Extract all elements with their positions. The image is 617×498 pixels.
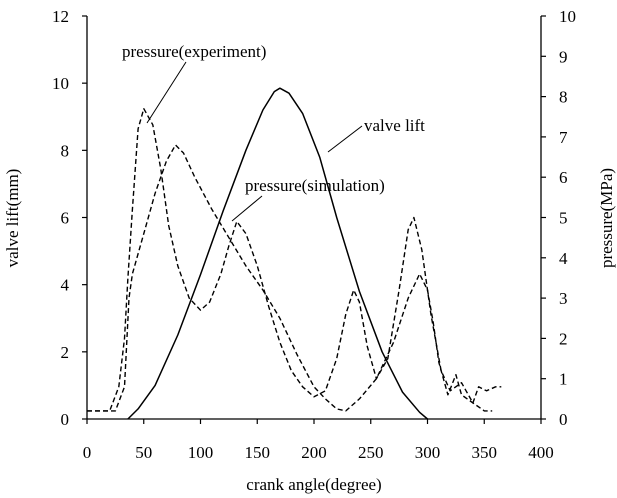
right-y-tick-label: 7 bbox=[559, 128, 568, 147]
right-y-tick-label: 10 bbox=[559, 7, 576, 26]
left-y-tick-label: 8 bbox=[61, 141, 70, 160]
annotation-pressure-experiment: pressure(experiment) bbox=[122, 42, 266, 61]
leader-pressure-experiment bbox=[146, 61, 187, 124]
right-y-tick-label: 6 bbox=[559, 168, 568, 187]
leader-valve-lift bbox=[327, 125, 363, 153]
left-y-axis-label: valve lift(mm) bbox=[3, 169, 22, 268]
left-y-tick-label: 0 bbox=[61, 410, 70, 429]
series-line-valve-lift bbox=[127, 87, 428, 420]
left-y-tick-label: 10 bbox=[52, 74, 69, 93]
right-y-tick-label: 4 bbox=[559, 249, 568, 268]
left-y-tick-label: 2 bbox=[61, 343, 70, 362]
ticks-layer: 0 50 100 150 200 250 300 350 4000246810120123456… bbox=[52, 7, 576, 462]
x-tick-label: 350 bbox=[472, 443, 498, 462]
left-y-tick-label: 4 bbox=[61, 276, 70, 295]
right-y-tick-label: 8 bbox=[559, 88, 568, 107]
x-tick-label: 100 bbox=[188, 443, 214, 462]
left-y-tick-label: 6 bbox=[61, 209, 70, 228]
annotation-pressure-simulation: pressure(simulation) bbox=[245, 176, 385, 195]
x-tick-label: 300 bbox=[415, 443, 441, 462]
x-tick-label: 250 bbox=[358, 443, 384, 462]
series-line-pressure-simulation- bbox=[87, 144, 493, 412]
x-tick-label: 50 bbox=[135, 443, 152, 462]
x-tick-label: 400 bbox=[528, 443, 554, 462]
right-y-tick-label: 0 bbox=[559, 410, 568, 429]
axes-frame bbox=[86, 16, 542, 420]
right-y-tick-label: 2 bbox=[559, 329, 568, 348]
series-layer bbox=[87, 87, 502, 420]
x-tick-label: 0 bbox=[83, 443, 92, 462]
right-y-tick-label: 5 bbox=[559, 209, 568, 228]
left-y-tick-label: 12 bbox=[52, 7, 69, 26]
right-y-tick-label: 3 bbox=[559, 289, 568, 308]
series-line-pressure-experiment- bbox=[87, 107, 502, 412]
right-y-tick-label: 1 bbox=[559, 370, 568, 389]
x-tick-label: 150 bbox=[245, 443, 271, 462]
right-y-tick-label: 9 bbox=[559, 47, 568, 66]
annotation-valve-lift: valve lift bbox=[364, 116, 425, 135]
x-axis-label: crank angle(degree) bbox=[246, 475, 381, 494]
leader-pressure-simulation bbox=[231, 195, 263, 222]
x-tick-label: 200 bbox=[301, 443, 327, 462]
right-y-axis-label: pressure(MPa) bbox=[597, 168, 616, 268]
